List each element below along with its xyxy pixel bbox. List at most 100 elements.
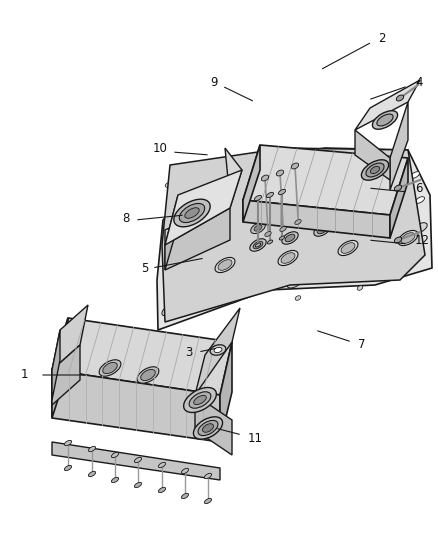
Ellipse shape bbox=[111, 453, 119, 458]
Ellipse shape bbox=[318, 209, 326, 215]
Polygon shape bbox=[52, 305, 88, 370]
Ellipse shape bbox=[189, 392, 211, 408]
Polygon shape bbox=[52, 442, 220, 480]
Ellipse shape bbox=[410, 172, 420, 179]
Ellipse shape bbox=[377, 114, 393, 126]
Ellipse shape bbox=[285, 234, 295, 242]
Ellipse shape bbox=[64, 465, 71, 471]
Ellipse shape bbox=[338, 240, 358, 255]
Ellipse shape bbox=[205, 473, 212, 479]
Ellipse shape bbox=[255, 243, 261, 247]
Ellipse shape bbox=[185, 208, 199, 219]
Ellipse shape bbox=[184, 387, 216, 413]
Text: 10: 10 bbox=[153, 141, 168, 155]
Ellipse shape bbox=[214, 348, 222, 353]
Ellipse shape bbox=[372, 111, 398, 130]
Polygon shape bbox=[52, 345, 80, 405]
Ellipse shape bbox=[225, 288, 231, 292]
Ellipse shape bbox=[215, 257, 235, 272]
Ellipse shape bbox=[194, 417, 223, 439]
Polygon shape bbox=[390, 158, 408, 238]
Polygon shape bbox=[355, 80, 420, 130]
Ellipse shape bbox=[280, 227, 286, 231]
Polygon shape bbox=[52, 370, 220, 442]
Polygon shape bbox=[355, 130, 390, 180]
Ellipse shape bbox=[347, 216, 363, 228]
Ellipse shape bbox=[194, 395, 206, 405]
Ellipse shape bbox=[398, 230, 418, 246]
Ellipse shape bbox=[348, 199, 362, 211]
Ellipse shape bbox=[261, 175, 268, 181]
Ellipse shape bbox=[181, 494, 189, 499]
Polygon shape bbox=[162, 148, 425, 322]
Ellipse shape bbox=[394, 237, 402, 243]
Ellipse shape bbox=[279, 189, 286, 195]
Polygon shape bbox=[195, 395, 232, 455]
Ellipse shape bbox=[134, 482, 141, 488]
Ellipse shape bbox=[382, 211, 392, 219]
Ellipse shape bbox=[282, 232, 298, 244]
Ellipse shape bbox=[205, 498, 212, 504]
Ellipse shape bbox=[251, 222, 265, 233]
Ellipse shape bbox=[213, 167, 223, 173]
Polygon shape bbox=[52, 330, 60, 400]
Ellipse shape bbox=[88, 471, 95, 477]
Ellipse shape bbox=[357, 286, 363, 290]
Ellipse shape bbox=[336, 152, 345, 158]
Ellipse shape bbox=[413, 223, 427, 233]
Ellipse shape bbox=[64, 440, 71, 446]
Text: 9: 9 bbox=[211, 76, 218, 88]
Polygon shape bbox=[243, 145, 260, 222]
Ellipse shape bbox=[314, 224, 330, 236]
Ellipse shape bbox=[172, 193, 178, 197]
Ellipse shape bbox=[254, 225, 262, 231]
Ellipse shape bbox=[383, 195, 391, 201]
Ellipse shape bbox=[265, 231, 271, 237]
Ellipse shape bbox=[317, 226, 327, 234]
Ellipse shape bbox=[250, 239, 266, 251]
Ellipse shape bbox=[141, 369, 155, 381]
Text: 1: 1 bbox=[21, 368, 28, 382]
Ellipse shape bbox=[267, 240, 273, 244]
Polygon shape bbox=[243, 200, 390, 238]
Polygon shape bbox=[195, 308, 240, 395]
Polygon shape bbox=[390, 102, 408, 190]
Ellipse shape bbox=[174, 199, 210, 227]
Text: 3: 3 bbox=[186, 345, 193, 359]
Ellipse shape bbox=[165, 183, 171, 187]
Ellipse shape bbox=[276, 170, 284, 176]
Ellipse shape bbox=[198, 421, 218, 435]
Ellipse shape bbox=[416, 197, 424, 203]
Polygon shape bbox=[220, 342, 232, 442]
Ellipse shape bbox=[286, 217, 294, 223]
Ellipse shape bbox=[371, 166, 380, 174]
Ellipse shape bbox=[279, 236, 285, 240]
Text: 11: 11 bbox=[248, 432, 263, 445]
Polygon shape bbox=[52, 318, 68, 418]
Ellipse shape bbox=[103, 362, 117, 374]
Ellipse shape bbox=[179, 204, 205, 223]
Ellipse shape bbox=[162, 304, 178, 316]
Ellipse shape bbox=[178, 282, 212, 308]
Ellipse shape bbox=[351, 202, 359, 208]
Ellipse shape bbox=[266, 192, 274, 198]
Ellipse shape bbox=[137, 367, 159, 383]
Ellipse shape bbox=[350, 218, 360, 226]
Polygon shape bbox=[308, 190, 334, 206]
Text: 4: 4 bbox=[415, 76, 423, 88]
Ellipse shape bbox=[281, 253, 295, 263]
Polygon shape bbox=[165, 195, 178, 270]
Ellipse shape bbox=[181, 469, 189, 474]
Ellipse shape bbox=[159, 487, 166, 492]
Polygon shape bbox=[52, 318, 232, 395]
Ellipse shape bbox=[283, 214, 297, 225]
Ellipse shape bbox=[247, 159, 257, 165]
Ellipse shape bbox=[218, 260, 232, 270]
Ellipse shape bbox=[405, 249, 421, 261]
Ellipse shape bbox=[315, 206, 329, 217]
Polygon shape bbox=[243, 145, 408, 215]
Ellipse shape bbox=[210, 345, 226, 356]
Ellipse shape bbox=[295, 220, 301, 224]
Ellipse shape bbox=[253, 241, 263, 249]
Polygon shape bbox=[373, 182, 399, 198]
